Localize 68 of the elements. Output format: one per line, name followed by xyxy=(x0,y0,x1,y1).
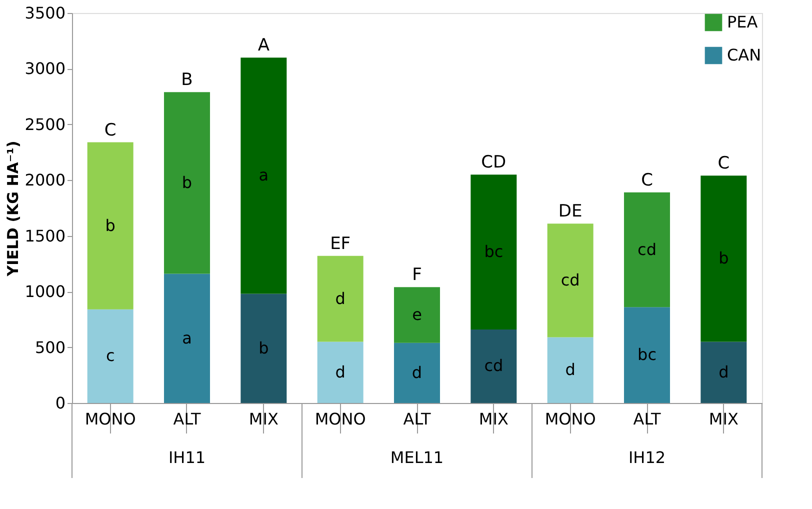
data-label: b xyxy=(718,248,729,268)
total-label: B xyxy=(181,70,193,90)
data-label: cd xyxy=(638,240,656,259)
x-tick-label: MONO xyxy=(84,410,136,428)
legend-label: PEA xyxy=(727,12,758,32)
bar xyxy=(240,294,287,403)
text: IH11 xyxy=(168,448,206,467)
data-label: c xyxy=(106,346,115,366)
total-label: CD xyxy=(481,152,506,173)
y-tick-label: 1500 xyxy=(24,226,66,246)
total-label: C xyxy=(104,120,116,140)
y-tick-label: 1000 xyxy=(24,282,66,302)
x-tick-label: MIX xyxy=(478,410,508,428)
text: IH12 xyxy=(628,448,666,467)
total-label: C xyxy=(641,170,653,190)
bar xyxy=(240,58,287,294)
bar xyxy=(624,192,670,308)
data-label: e xyxy=(412,304,422,324)
y-tick-label: 2000 xyxy=(24,170,66,190)
text: MEL11 xyxy=(390,448,444,467)
data-label: d xyxy=(412,362,422,382)
bar xyxy=(547,224,594,338)
legend-label: CAN xyxy=(727,46,762,64)
y-axis-title: YIELD (KG HA⁻¹) xyxy=(4,140,22,278)
y-tick-label: 2500 xyxy=(24,114,66,134)
y-tick-label: 3000 xyxy=(24,59,66,78)
bar xyxy=(394,287,440,343)
bar xyxy=(317,256,364,342)
data-label: cd xyxy=(484,356,504,376)
bar xyxy=(87,142,134,310)
data-label: a xyxy=(182,328,192,348)
data-label: cd xyxy=(560,270,580,290)
total-label: DE xyxy=(558,202,582,222)
data-label: a xyxy=(258,166,269,185)
data-label: b xyxy=(182,172,192,192)
bar xyxy=(470,329,517,403)
bar xyxy=(624,307,670,403)
total-label: C xyxy=(718,154,730,174)
data-label: bc xyxy=(638,345,656,364)
bar xyxy=(164,92,210,274)
bar xyxy=(700,176,747,342)
bar xyxy=(317,342,364,403)
bar xyxy=(470,174,517,330)
y-tick-label: 3500 xyxy=(24,4,66,22)
data-label: d xyxy=(718,362,729,382)
bar xyxy=(394,342,440,403)
x-tick-label: MONO xyxy=(544,410,596,428)
data-label: bc xyxy=(484,242,504,262)
data-label: d xyxy=(565,360,576,380)
x-tick-label: ALT xyxy=(403,410,431,428)
y-tick-label: 500 xyxy=(34,338,66,357)
x-tick-label: ALT xyxy=(633,410,661,428)
data-label: d xyxy=(335,362,346,382)
data-label: b xyxy=(258,338,269,358)
data-label: b xyxy=(105,216,116,235)
x-tick-label: MIX xyxy=(248,410,278,428)
x-tick-label: MIX xyxy=(708,410,738,428)
x-tick-label: ALT xyxy=(173,410,201,428)
bar xyxy=(700,342,747,403)
bar xyxy=(164,274,210,403)
x-tick-label: MONO xyxy=(314,410,366,428)
data-label: d xyxy=(335,288,346,308)
total-label: A xyxy=(258,36,270,56)
y-tick-label: 0 xyxy=(55,394,66,412)
bar xyxy=(547,337,594,403)
bar xyxy=(87,309,134,403)
total-label: F xyxy=(412,265,422,286)
total-label: EF xyxy=(330,234,351,254)
